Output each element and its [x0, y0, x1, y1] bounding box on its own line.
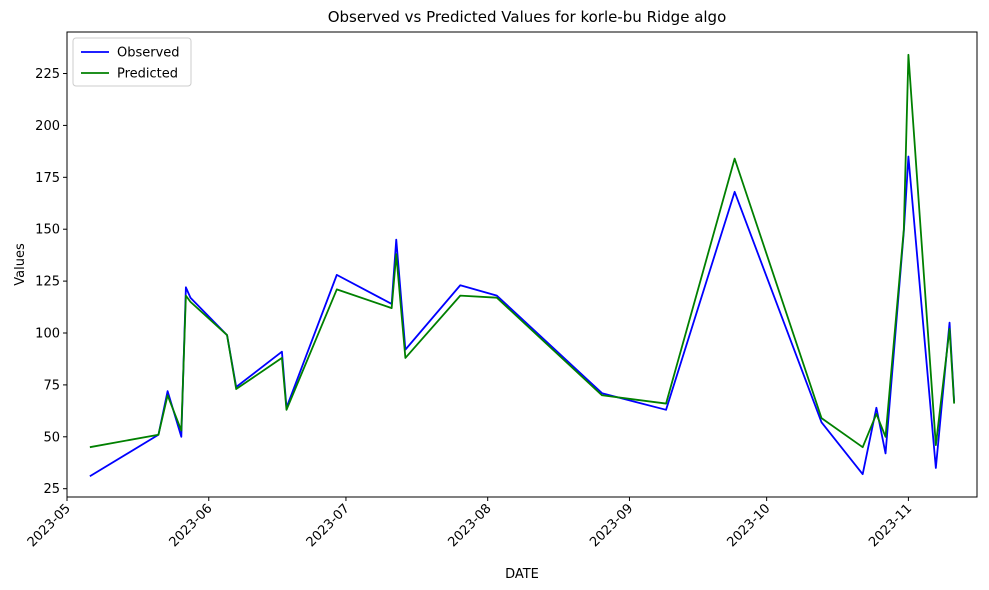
y-tick-label: 125: [35, 275, 60, 290]
y-tick-label: 225: [35, 67, 60, 82]
legend-label-predicted: Predicted: [117, 67, 178, 82]
series-line-predicted: [89, 53, 956, 449]
y-tick-label: 150: [35, 223, 60, 238]
legend-box: [72, 37, 192, 87]
plot-frame: [66, 31, 978, 498]
x-axis-title: DATE: [505, 567, 539, 582]
chart-title: Observed vs Predicted Values for korle-b…: [328, 8, 727, 26]
legend-label-observed: Observed: [117, 46, 180, 61]
y-axis: 25 50 75 100 125 150 175 200 225: [35, 67, 67, 497]
y-tick-label: 200: [35, 119, 60, 134]
y-tick-label: 25: [43, 482, 60, 497]
y-axis-title: Values: [13, 243, 28, 286]
y-tick-label: 50: [43, 430, 60, 445]
legend: Observed Predicted: [72, 37, 192, 87]
y-tick-label: 75: [43, 378, 60, 393]
y-tick-label: 175: [35, 171, 60, 186]
series-layer: [89, 53, 956, 478]
y-tick-label: 100: [35, 327, 60, 342]
